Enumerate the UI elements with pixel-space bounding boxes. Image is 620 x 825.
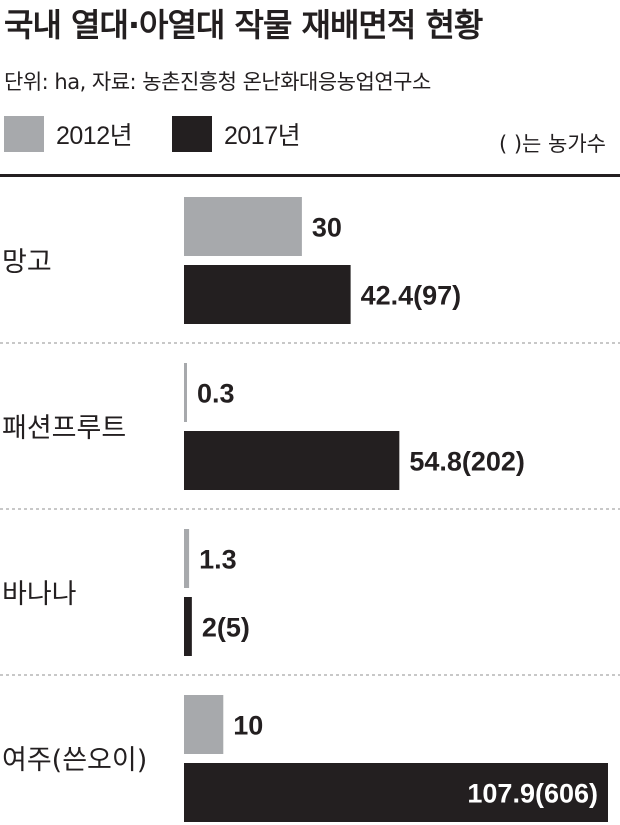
category-label: 바나나 [2, 579, 77, 610]
farm-count-note: ( )는 농가수 [498, 132, 606, 156]
category-label: 패션프루트 [2, 413, 126, 444]
category-label: 여주(쓴오이) [2, 745, 147, 776]
header-divider [0, 174, 620, 177]
value-label: 107.9(606) [467, 779, 598, 809]
value-label: 42.4(97) [361, 281, 462, 311]
legend-swatch-2012 [4, 116, 44, 152]
bar-2012 [184, 363, 187, 422]
legend: 2012년 2017년 ( )는 농가수 [0, 116, 620, 156]
value-label: 30 [312, 213, 342, 243]
legend-swatch-2017 [172, 116, 212, 152]
bar-2017 [184, 431, 400, 490]
value-label: 0.3 [197, 379, 235, 409]
bar-2017 [184, 265, 351, 324]
legend-label-2012: 2012년 [56, 122, 133, 150]
value-label: 54.8(202) [409, 447, 525, 477]
value-label: 1.3 [199, 545, 237, 575]
value-label: 2(5) [202, 613, 250, 643]
bar-2012 [184, 529, 190, 588]
chart-subtitle: 단위: ha, 자료: 농촌진흥청 온난화대응농업연구소 [4, 70, 431, 94]
bar-2017 [184, 597, 192, 656]
bar-2012 [184, 695, 224, 754]
bar-2017 [184, 763, 608, 822]
bar-2012 [184, 197, 302, 256]
value-label: 10 [233, 711, 263, 741]
legend-label-2017: 2017년 [224, 122, 301, 150]
category-label: 망고 [2, 247, 52, 278]
chart-title: 국내 열대·아열대 작물 재배면적 현황 [4, 6, 483, 44]
